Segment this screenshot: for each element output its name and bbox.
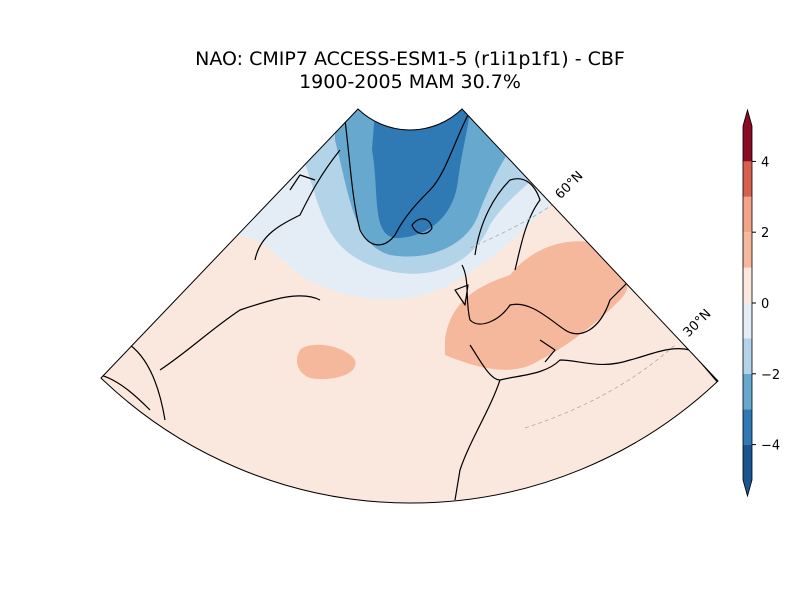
coastline	[101, 149, 341, 421]
colorbar-extend	[743, 110, 752, 126]
colorbar-band	[743, 232, 752, 268]
coastline	[454, 178, 641, 335]
contour-region	[372, 110, 470, 239]
colorbar-tick-label: 0	[761, 297, 769, 312]
colorbar-tick-label: 2	[761, 226, 769, 241]
colorbar-band	[743, 161, 752, 197]
lat-label: 30°N	[681, 307, 715, 341]
colorbar-tick-label: 4	[761, 155, 769, 170]
colorbar-band	[743, 373, 752, 410]
subtitle: 1900-2005 MAM 30.7%	[299, 71, 521, 93]
colorbar-band	[743, 303, 752, 339]
contour-region	[297, 344, 356, 380]
coastline	[454, 339, 718, 501]
colorbar-band	[743, 196, 752, 233]
title: NAO: CMIP7 ACCESS-ESM1-5 (r1i1p1f1) - CB…	[195, 48, 625, 70]
colorbar-band	[743, 338, 752, 374]
colorbar: −4 −2 0 2 4	[742, 108, 780, 498]
graticule	[469, 204, 553, 249]
map-frame	[100, 108, 719, 504]
colorbar-tick-label: −4	[761, 439, 780, 454]
colorbar-band	[743, 409, 752, 445]
colorbar-outline	[742, 108, 753, 498]
contour-region	[445, 241, 629, 370]
colorbar-band	[743, 126, 752, 162]
coastline	[344, 114, 469, 246]
colorbar-tick-label: −2	[761, 368, 780, 383]
colorbar-extend	[743, 480, 752, 496]
lat-label: 60°N	[553, 169, 587, 203]
graticule	[524, 344, 676, 429]
coastline	[411, 218, 433, 235]
colorbar-band	[743, 267, 752, 303]
colorbar-band	[743, 444, 752, 480]
map	[101, 109, 718, 504]
